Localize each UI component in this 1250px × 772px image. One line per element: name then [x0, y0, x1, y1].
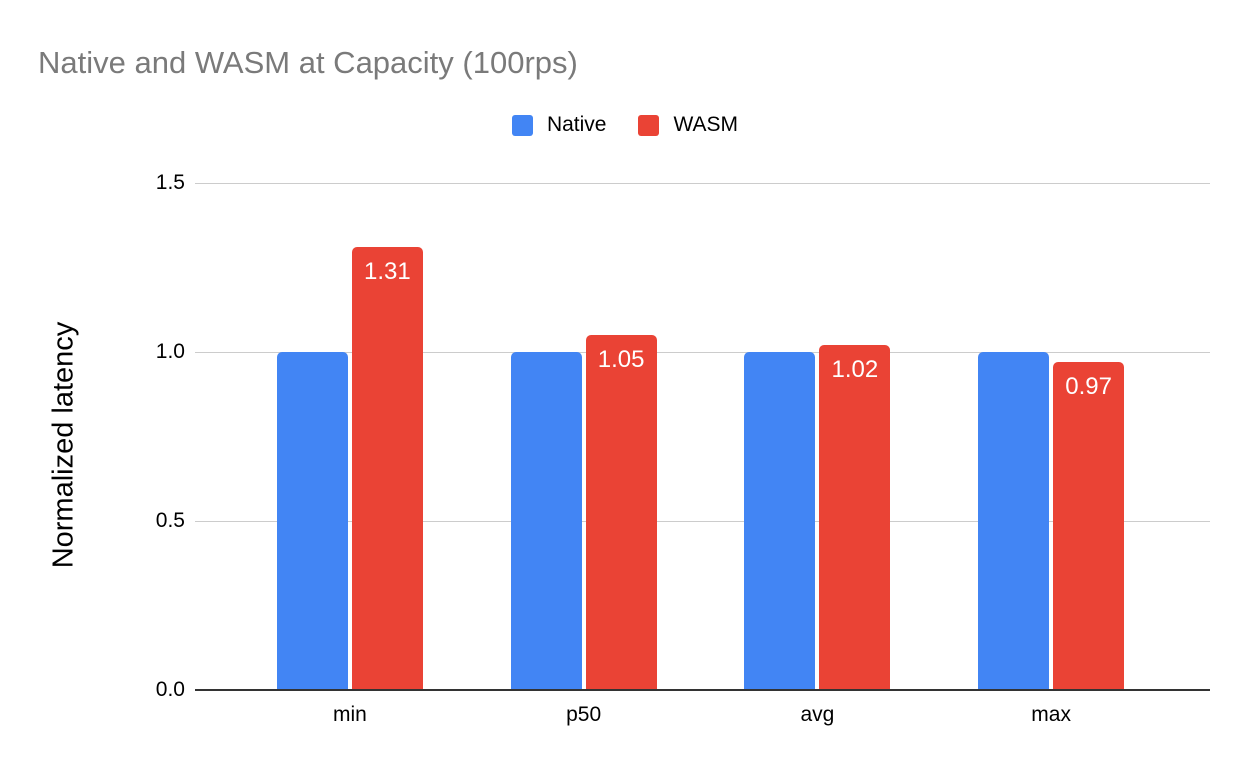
- x-axis-label-avg: avg: [800, 703, 835, 726]
- legend-swatch-wasm: [638, 114, 660, 136]
- bar-wasm-avg: 1.02: [819, 345, 891, 690]
- legend-item-native: Native: [511, 113, 607, 137]
- x-axis-label-max: max: [1031, 703, 1071, 726]
- bar-group-min: 1.31: [233, 183, 467, 690]
- x-axis-label-p50: p50: [566, 703, 602, 726]
- bar-wasm-min: 1.31: [351, 247, 423, 690]
- bar-value-label: 1.31: [364, 258, 411, 286]
- chart-title: Native and WASM at Capacity (100rps): [38, 45, 578, 80]
- plot-area: 1.31 1.05 1.02 0.97: [195, 183, 1210, 691]
- bar-native-p50: [510, 352, 582, 690]
- x-axis-label-min: min: [332, 703, 367, 726]
- y-tick-label: 1.0: [155, 340, 185, 363]
- bar-wasm-p50: 1.05: [585, 335, 657, 690]
- x-axis-labels: min p50 avg max: [233, 703, 1168, 727]
- y-tick-label: 1.5: [155, 171, 185, 194]
- bar-group-p50: 1.05: [467, 183, 701, 690]
- gridline: [195, 183, 1210, 184]
- legend: Native WASM: [0, 113, 1250, 137]
- bar-wasm-max: 0.97: [1053, 362, 1125, 690]
- bar-native-avg: [744, 352, 816, 690]
- y-tick-label: 0.0: [155, 678, 185, 701]
- y-tick-label: 0.5: [155, 509, 185, 532]
- legend-swatch-native: [511, 114, 533, 136]
- bar-value-label: 0.97: [1065, 373, 1112, 401]
- bar-value-label: 1.02: [831, 356, 879, 384]
- bar-native-min: [276, 352, 348, 690]
- x-axis-line: [195, 689, 1210, 691]
- gridline: [195, 521, 1210, 522]
- bars-band: 1.31 1.05 1.02 0.97: [233, 183, 1168, 690]
- bar-native-max: [978, 352, 1050, 690]
- bar-group-avg: 1.02: [701, 183, 935, 690]
- legend-label: Native: [546, 113, 607, 136]
- bar-value-label: 1.05: [597, 346, 645, 374]
- legend-item-wasm: WASM: [638, 113, 738, 137]
- gridline: [195, 352, 1210, 353]
- legend-label: WASM: [673, 113, 739, 136]
- y-axis-title: Normalized latency: [47, 321, 80, 569]
- bar-group-max: 0.97: [934, 183, 1168, 690]
